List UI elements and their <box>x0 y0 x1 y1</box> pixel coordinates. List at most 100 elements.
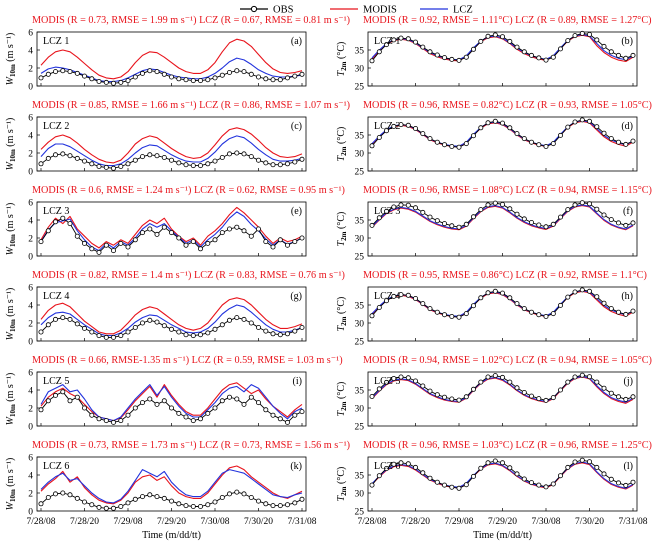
obs-point <box>572 33 578 39</box>
obs-point <box>427 136 433 142</box>
obs-point <box>111 334 117 340</box>
obs-point <box>587 201 593 207</box>
obs-point <box>197 78 203 84</box>
panel-b: MODIS (R = 0.92, RMSE = 1.11°C) LCZ (R =… <box>336 15 652 92</box>
obs-point <box>412 205 418 211</box>
x-tick-label: 7/30/20 <box>575 517 604 527</box>
y-tick-label: 0 <box>28 252 33 262</box>
obs-point <box>292 412 298 418</box>
obs-point <box>234 315 240 321</box>
y-tick-label: 0 <box>28 167 33 177</box>
obs-point <box>60 315 66 321</box>
obs-point <box>529 219 535 225</box>
obs-point <box>485 33 491 39</box>
obs-point <box>579 30 585 36</box>
obs-point <box>118 163 124 169</box>
obs-point <box>226 317 232 323</box>
obs-point <box>89 161 95 167</box>
obs-point <box>125 161 131 167</box>
obs-point <box>616 309 622 315</box>
obs-point <box>45 228 51 234</box>
obs-point <box>176 160 182 166</box>
obs-point <box>608 306 614 312</box>
obs-point <box>369 393 375 399</box>
panel-lcz-label: LCZ 4 <box>374 291 400 302</box>
obs-point <box>125 78 131 84</box>
obs-point <box>212 405 218 411</box>
obs-point <box>60 68 66 74</box>
obs-point <box>96 333 102 339</box>
obs-point <box>521 49 527 55</box>
x-axis-label: Time (m/dd/tt) <box>473 530 532 541</box>
y-tick-label: 6 <box>28 283 33 293</box>
obs-point <box>507 38 513 44</box>
obs-point <box>383 42 389 48</box>
y-tick-label: 25 <box>355 422 365 432</box>
y-axis-label: T2m (°C) <box>336 467 348 502</box>
obs-point <box>456 224 462 230</box>
obs-point <box>147 226 153 232</box>
x-axis-labels: 7/28/08 7/28/20 7/29/08 7/29/20 7/30/08 7/30/… <box>26 517 647 541</box>
obs-point <box>391 293 397 299</box>
obs-point <box>594 124 600 130</box>
series-line-lcz <box>371 461 634 489</box>
obs-point <box>219 230 225 236</box>
obs-point <box>82 73 88 79</box>
panel-lcz-label: LCZ 3 <box>43 206 69 217</box>
y-tick-label: 6 <box>28 368 33 378</box>
obs-point <box>499 460 505 466</box>
legend-label: MODIS <box>363 5 397 16</box>
obs-point <box>369 482 375 488</box>
obs-point <box>176 235 182 241</box>
obs-point <box>412 126 418 132</box>
panel-tag: (h) <box>621 291 633 302</box>
obs-point <box>168 498 174 504</box>
obs-point <box>558 473 564 479</box>
obs-point <box>492 458 498 464</box>
panel-stats: MODIS (R = 0.73, RMSE = 1.99 m s⁻¹) LCZ … <box>32 15 350 26</box>
obs-point <box>263 328 269 334</box>
panel-a: MODIS (R = 0.73, RMSE = 1.99 m s⁻¹) LCZ … <box>5 15 350 92</box>
obs-point <box>579 457 585 463</box>
series-line-modis <box>40 297 303 335</box>
obs-point <box>270 412 276 418</box>
obs-point <box>441 221 447 227</box>
obs-point <box>96 249 102 255</box>
obs-point <box>529 52 535 58</box>
y-tick-label: 25 <box>355 82 365 92</box>
y-axis-label: W10m (m s⁻¹) <box>5 203 17 256</box>
x-tick-label: 7/29/20 <box>157 517 186 527</box>
obs-point <box>427 388 433 394</box>
obs-point <box>478 295 484 301</box>
obs-point <box>369 58 375 64</box>
y-tick-label: 0 <box>28 507 33 517</box>
obs-point <box>132 324 138 330</box>
obs-point <box>594 206 600 212</box>
y-axis-label: T2m (°C) <box>336 212 348 247</box>
obs-point <box>630 138 636 144</box>
obs-point <box>60 215 66 221</box>
obs-point <box>536 222 542 228</box>
obs-point <box>391 123 397 129</box>
obs-point <box>234 68 240 74</box>
obs-point <box>205 410 211 416</box>
obs-point <box>292 328 298 334</box>
obs-point <box>277 162 283 168</box>
obs-point <box>587 118 593 124</box>
obs-point <box>45 155 51 161</box>
obs-point <box>616 139 622 145</box>
obs-point <box>601 300 607 306</box>
obs-point <box>53 392 59 398</box>
y-tick-label: 2 <box>28 64 33 74</box>
obs-point <box>514 385 520 391</box>
y-tick-label: 2 <box>28 149 33 159</box>
obs-point <box>190 163 196 169</box>
obs-point <box>183 503 189 509</box>
obs-point <box>572 289 578 295</box>
obs-point <box>284 75 290 81</box>
obs-point <box>299 71 305 77</box>
panel-stats: MODIS (R = 0.92, RMSE = 1.11°C) LCZ (R =… <box>363 15 652 26</box>
x-tick-label: 7/28/20 <box>70 517 99 527</box>
obs-point <box>434 218 440 224</box>
obs-point <box>96 79 102 85</box>
